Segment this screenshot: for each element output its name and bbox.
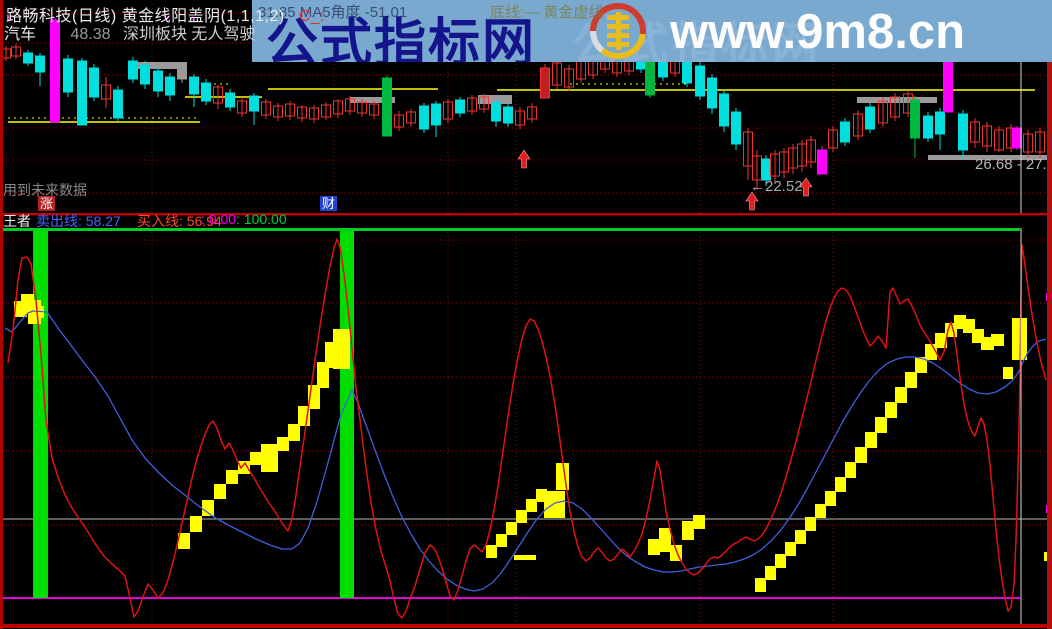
baseline-overlay-text: 底线:— 黄金虚线: [490, 4, 604, 21]
right-border: [1047, 62, 1052, 629]
stock-info-row: 汽车 48.38 深圳板块 无人驾驶: [4, 20, 255, 44]
dip-arrow-icon: ←: [750, 178, 765, 195]
candlestick-chart[interactable]: × × ×: [0, 0, 1052, 228]
sell-line-value: 卖出线: 58.27: [36, 213, 121, 229]
banner-site-url: www.9m8.cn: [670, 5, 966, 59]
low-bound-value: : 0.00: [201, 211, 237, 227]
indicator-panel-chart[interactable]: [0, 228, 1052, 629]
indicator-params-row: 王者 卖出线: 58.27 买入线: 56.94 : 0.00 : 100.00: [3, 211, 403, 229]
svg-text:×: ×: [7, 13, 13, 25]
banner-site-name: 公式指标网: [266, 15, 537, 62]
close-price-label: C_:: [298, 8, 326, 25]
left-border: [0, 0, 3, 629]
badge-cai[interactable]: 财: [320, 196, 338, 211]
indicator-name: 王者: [3, 213, 31, 229]
high-bound-value: : 100.00: [236, 211, 287, 227]
svg-text:×: ×: [163, 13, 169, 25]
dip-low-value: 22.52: [765, 178, 803, 195]
dip-low-label: ←22.52: [750, 178, 803, 195]
svg-text:×: ×: [188, 13, 194, 25]
brand-logo-glyph-icon: [607, 12, 629, 50]
buy-line-value: 买入线: 56.94: [137, 213, 222, 229]
stock-title: 路畅科技(日线) 黄金线阳盖阴(1,1,1,2): [6, 8, 285, 25]
price-range-label: 26.68 - 27.18: [975, 156, 1052, 173]
sector-names: 深圳板块 无人驾驶: [122, 26, 256, 43]
badge-zhang[interactable]: 涨: [38, 196, 56, 211]
ad-banner: 31.85 MA5角度 -51.01 底线:— 黄金虚线 公式指标网 公式指标网…: [252, 0, 1052, 62]
ma-angle-overlay-text: 31.85 MA5角度 -51.01: [258, 4, 408, 21]
title-row: 路畅科技(日线) 黄金线阳盖阴(1,1,1,2) C_:: [6, 2, 325, 26]
brand-logo-icon: [590, 3, 646, 59]
future-data-note: 用到未来数据: [3, 182, 87, 198]
sector-tag: 汽车: [4, 26, 37, 43]
price-value: 48.38: [70, 26, 111, 43]
